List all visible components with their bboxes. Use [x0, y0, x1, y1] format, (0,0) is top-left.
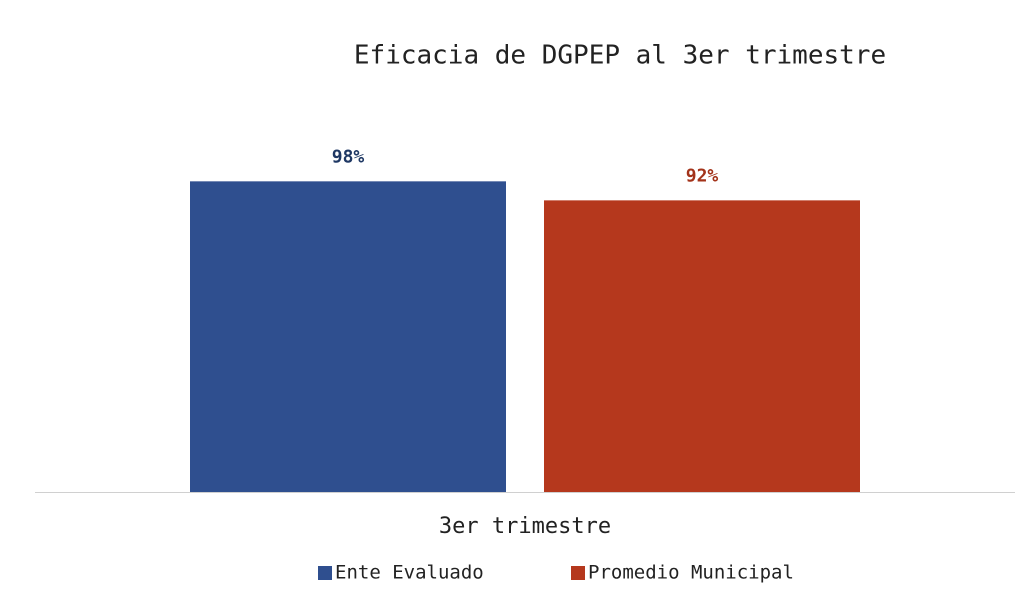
legend-swatch — [571, 566, 585, 580]
x-tick-label: 3er trimestre — [439, 514, 611, 539]
bar — [190, 181, 506, 492]
data-label: 98% — [332, 146, 365, 167]
data-label: 92% — [686, 165, 719, 186]
legend-swatch — [318, 566, 332, 580]
legend-label: Promedio Municipal — [588, 562, 794, 584]
legend-label: Ente Evaluado — [335, 562, 484, 584]
bar — [544, 200, 860, 493]
chart-title: Eficacia de DGPEP al 3er trimestre — [354, 41, 886, 71]
